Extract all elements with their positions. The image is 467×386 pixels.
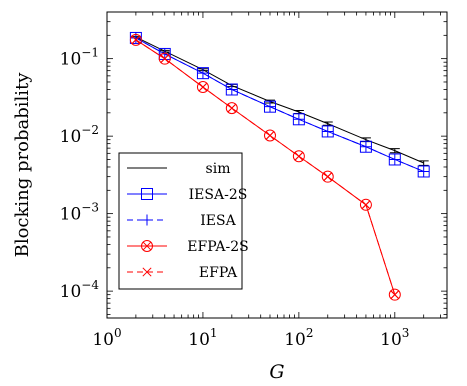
data-point [226,83,238,95]
y-axis-label: Blocking probability [12,72,33,258]
error-bar [418,160,429,166]
series-line [135,37,424,172]
data-point [361,200,371,210]
y-tick-label: 10−2 [60,123,99,147]
x-tick-label: 100 [92,326,121,350]
y-tick-label: 10−4 [60,278,100,302]
data-point [323,172,333,182]
legend-item-iesa: IESA [127,213,237,229]
legend-item-iesa-2s: IESA-2S [127,187,247,203]
data-point [197,67,209,79]
data-point [265,130,275,141]
data-point [131,35,141,45]
legend-marker [141,214,153,226]
legend-label: EFPA [199,265,238,281]
legend-marker [142,267,152,277]
y-tick-label: 10−3 [60,201,99,225]
legend-label: sim [206,161,231,177]
series-iesa [130,32,430,177]
tick-labels: 100 101 102 103 10−4 10−3 10−2 10−1 [60,46,410,350]
plot-frame [106,11,448,319]
data-point [264,101,276,113]
legend-item-efpa: EFPA [127,265,238,281]
series-layer [129,31,430,301]
data-point [390,290,400,300]
legend-item-sim: sim [127,161,230,177]
data-point [160,54,170,64]
legend-item-efpa-2s: EFPA-2S [127,239,249,255]
legend-marker [141,188,153,200]
legend-box [118,152,243,290]
legend-label: IESA-2S [189,187,248,203]
error-bar [389,148,400,154]
data-point [227,103,237,113]
x-tick-label: 103 [380,326,409,350]
data-point [360,141,372,153]
data-point [389,153,401,165]
legend-label: EFPA-2S [187,239,248,255]
data-point [293,113,305,125]
ticks [106,11,447,318]
data-point [322,125,334,137]
x-axis-label: G [269,361,284,383]
x-tick-label: 101 [188,326,217,350]
series-sim [130,35,429,166]
legend-marker [141,240,153,252]
legend-label: IESA [200,213,236,229]
data-point [418,165,430,177]
data-point [198,82,208,92]
error-bar [293,110,304,114]
data-point [294,151,304,161]
legend: sim IESA-2S IESA EFPA-2S EFPA [118,152,249,290]
y-tick-label: 10−1 [60,46,99,70]
x-tick-label: 102 [284,326,313,350]
series-efpa [131,35,400,300]
series-line [135,36,424,164]
error-bar [322,121,333,126]
